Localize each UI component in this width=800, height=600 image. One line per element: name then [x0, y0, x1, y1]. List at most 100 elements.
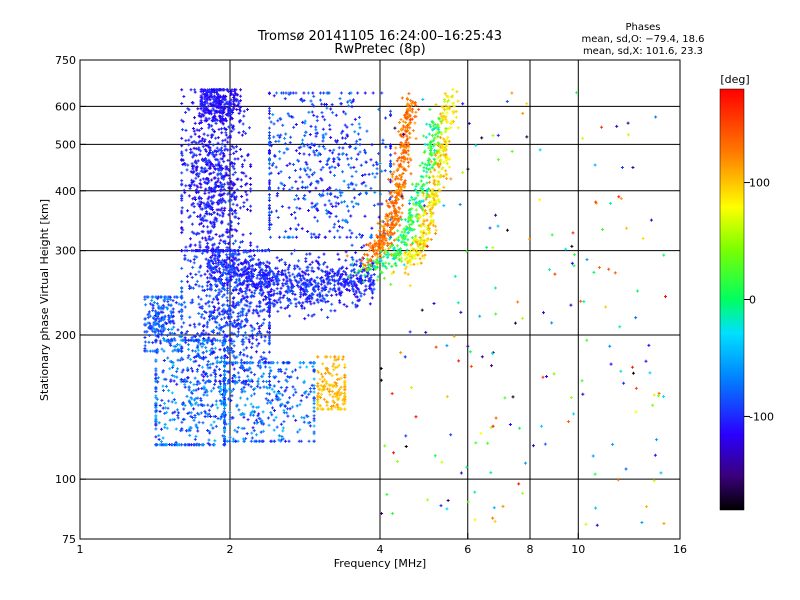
- data-point: [321, 189, 325, 193]
- data-point: [265, 309, 269, 313]
- data-point: [277, 278, 281, 282]
- data-point: [297, 439, 301, 443]
- data-point: [220, 295, 224, 299]
- data-point: [209, 94, 213, 98]
- data-point: [285, 401, 289, 405]
- data-point: [225, 272, 229, 276]
- data-point: [262, 276, 266, 280]
- phases-o-stats: mean, sd,O: −79.4, 18.6: [582, 34, 705, 45]
- data-point: [202, 316, 206, 320]
- data-point: [227, 347, 231, 351]
- data-point: [257, 330, 261, 334]
- data-point: [196, 185, 200, 189]
- data-point: [261, 321, 265, 325]
- data-point: [265, 391, 269, 395]
- data-point: [200, 207, 204, 211]
- data-point: [210, 330, 214, 334]
- data-point: [232, 302, 236, 306]
- data-point: [186, 429, 190, 433]
- data-point: [237, 100, 241, 104]
- data-point: [281, 123, 285, 127]
- data-point: [180, 249, 184, 253]
- data-point: [198, 205, 202, 209]
- data-point: [233, 228, 237, 232]
- data-point: [194, 165, 198, 169]
- data-point: [200, 365, 204, 369]
- data-point: [239, 119, 243, 123]
- data-point: [180, 378, 184, 382]
- data-point: [212, 315, 216, 319]
- data-point: [188, 237, 192, 241]
- data-point: [185, 168, 189, 172]
- data-point: [226, 286, 230, 290]
- data-point: [253, 410, 257, 414]
- data-point: [232, 257, 236, 261]
- data-point: [277, 139, 281, 143]
- data-point: [251, 405, 255, 409]
- data-point: [199, 411, 203, 415]
- data-point: [190, 178, 194, 182]
- data-point: [305, 252, 309, 256]
- data-point: [300, 180, 304, 184]
- data-point: [206, 414, 210, 418]
- data-point: [143, 297, 147, 301]
- data-point: [206, 441, 210, 445]
- data-point: [236, 315, 240, 319]
- data-point: [231, 289, 235, 293]
- data-point: [232, 98, 236, 102]
- data-point: [191, 101, 195, 105]
- data-point: [213, 98, 217, 102]
- data-point: [268, 282, 272, 286]
- data-point: [186, 347, 190, 351]
- data-point: [302, 361, 306, 365]
- data-point: [203, 166, 207, 170]
- data-point: [238, 206, 242, 210]
- data-point: [265, 385, 269, 389]
- data-point: [250, 334, 254, 338]
- data-point: [252, 294, 256, 298]
- data-point: [261, 379, 265, 383]
- data-point: [143, 344, 147, 348]
- data-point: [254, 350, 258, 354]
- data-point: [392, 162, 396, 166]
- data-point: [287, 206, 291, 210]
- data-point: [207, 336, 211, 340]
- data-point: [215, 118, 219, 122]
- data-point: [189, 366, 193, 370]
- data-point: [376, 202, 380, 206]
- data-point: [320, 308, 324, 312]
- data-point: [242, 109, 246, 113]
- data-point: [250, 342, 254, 346]
- data-point: [195, 249, 199, 253]
- data-point: [345, 125, 349, 129]
- data-point: [323, 235, 327, 239]
- data-point: [239, 300, 243, 304]
- data-point: [357, 122, 361, 126]
- data-point: [199, 185, 203, 189]
- data-point: [220, 201, 224, 205]
- data-point: [207, 117, 211, 121]
- data-point: [185, 249, 189, 253]
- data-point: [354, 289, 358, 293]
- data-point: [259, 366, 263, 370]
- data-point: [203, 390, 207, 394]
- data-point: [263, 294, 267, 298]
- data-point: [215, 200, 219, 204]
- data-point: [306, 268, 310, 272]
- data-point: [202, 168, 206, 172]
- data-point: [207, 332, 211, 336]
- data-point: [172, 325, 176, 329]
- data-point: [204, 302, 208, 306]
- data-point: [191, 338, 195, 342]
- data-point: [190, 230, 194, 234]
- data-point: [228, 207, 232, 211]
- data-point: [350, 255, 354, 259]
- data-point: [227, 370, 231, 374]
- data-point: [409, 172, 413, 176]
- data-point: [209, 404, 213, 408]
- data-point: [267, 313, 271, 317]
- data-point: [258, 291, 262, 295]
- data-point: [228, 435, 232, 439]
- data-point: [328, 123, 332, 127]
